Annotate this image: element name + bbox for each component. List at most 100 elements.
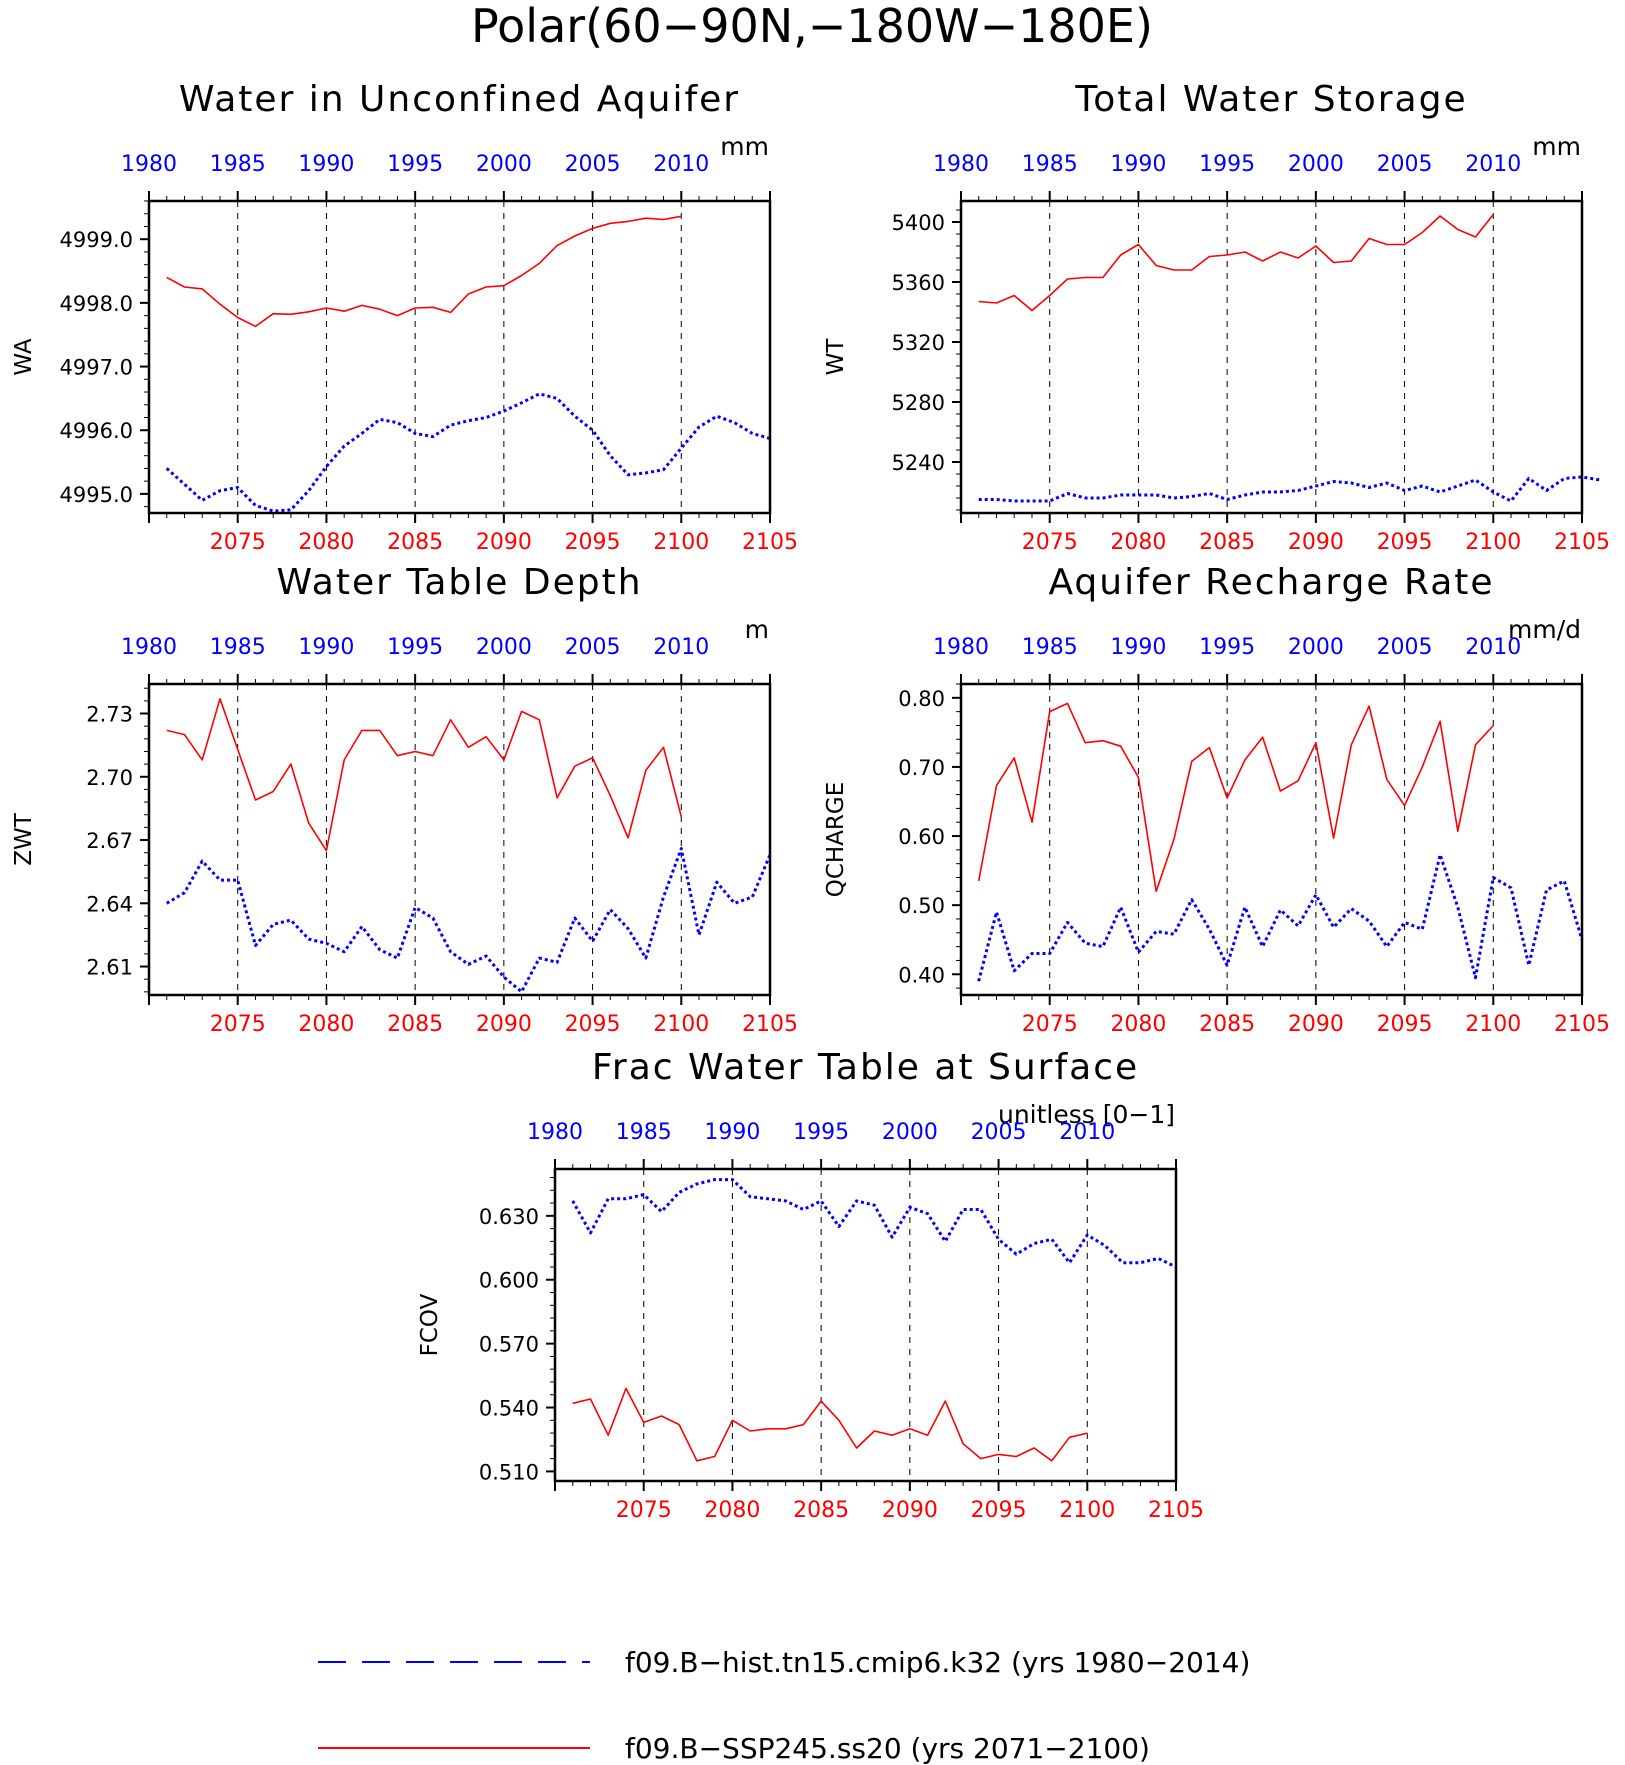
x-tick-label-bottom: 2085 [387, 1012, 443, 1037]
x-tick-label-top: 1980 [121, 635, 177, 660]
y-tick-label: 0.70 [898, 756, 945, 780]
x-tick-label-top: 2010 [1465, 635, 1521, 660]
x-tick-label-top: 2010 [653, 635, 709, 660]
units-label: unitless [0−1] [998, 1100, 1175, 1129]
x-tick-label-bottom: 2105 [1148, 1498, 1204, 1523]
panel-title: Water Table Depth [276, 562, 642, 603]
x-tick-label-top: 1995 [793, 1120, 849, 1145]
x-tick-label-top: 2000 [882, 1120, 938, 1145]
y-tick-label: 2.64 [86, 892, 133, 916]
x-tick-label-top: 2005 [565, 635, 621, 660]
units-label: mm/d [1508, 615, 1581, 644]
x-tick-label-top: 1985 [1022, 152, 1078, 177]
x-tick-label-top: 1995 [387, 152, 443, 177]
y-tick-label: 0.570 [479, 1333, 539, 1357]
y-tick-label: 0.50 [898, 894, 945, 918]
y-tick-label: 2.67 [86, 829, 133, 853]
y-tick-label: 4997.0 [60, 356, 133, 380]
x-tick-label-bottom: 2095 [971, 1498, 1027, 1523]
panel-aquifer-recharge-rate: Aquifer Recharge Rate mm/d QCHARGE 0.40 0.50… [823, 562, 1610, 1037]
x-tick-label-top: 1980 [121, 152, 177, 177]
x-tick-label-top: 1995 [387, 635, 443, 660]
x-tick-label-top: 1990 [298, 152, 354, 177]
x-tick-label-top: 2010 [1465, 152, 1521, 177]
y-tick-label: 4995.0 [60, 483, 133, 507]
x-tick-label-top: 1980 [527, 1120, 583, 1145]
x-tick-label-bottom: 2080 [1110, 530, 1166, 555]
series-line-hist [977, 853, 1584, 982]
legend-label-ssp: f09.B−SSP245.ss20 (yrs 2071−2100) [625, 1732, 1150, 1765]
panel-total-water-storage: Total Water Storage mm WT 5240 5280 5320 5360 5… [823, 79, 1610, 555]
plot-frame [147, 199, 772, 515]
y-tick-label: 0.540 [479, 1397, 539, 1421]
plot-frame [959, 199, 1584, 515]
figure-title: Polar(60−90N,−180W−180E) [471, 0, 1153, 53]
x-tick-label-bottom: 2105 [742, 1012, 798, 1037]
x-tick-label-bottom: 2100 [653, 530, 709, 555]
x-tick-label-top: 1980 [933, 152, 989, 177]
x-tick-label-bottom: 2100 [1465, 530, 1521, 555]
y-tick-label: 0.630 [479, 1205, 539, 1229]
plot-frame [553, 1167, 1178, 1483]
units-label: mm [1532, 132, 1581, 161]
y-tick-label: 5360 [892, 271, 945, 295]
x-tick-label-top: 2000 [1288, 152, 1344, 177]
y-tick-label: 5280 [892, 391, 945, 415]
x-tick-label-top: 2010 [1059, 1120, 1115, 1145]
x-tick-label-bottom: 2075 [210, 530, 266, 555]
x-tick-label-bottom: 2100 [1059, 1498, 1115, 1523]
y-tick-label: 0.80 [898, 687, 945, 711]
x-tick-label-bottom: 2095 [565, 1012, 621, 1037]
x-tick-label-top: 1990 [1110, 635, 1166, 660]
panel-water-table-depth: Water Table Depth m ZWT 2.61 2.64 2.67 2.70 2.7… [11, 562, 798, 1037]
x-tick-label-top: 1990 [1110, 152, 1166, 177]
x-tick-label-bottom: 2080 [704, 1498, 760, 1523]
series-line-hist [165, 847, 772, 994]
y-tick-label: 5240 [892, 451, 945, 475]
x-tick-label-bottom: 2100 [653, 1012, 709, 1037]
x-tick-label-top: 1980 [933, 635, 989, 660]
x-tick-label-top: 2000 [1288, 635, 1344, 660]
units-label: m [745, 615, 769, 644]
series-line-ssp [978, 214, 1494, 312]
x-tick-label-top: 2010 [653, 152, 709, 177]
series-line-hist [978, 475, 1600, 503]
y-axis-label: FCOV [417, 1293, 443, 1356]
x-tick-label-top: 2005 [1377, 635, 1433, 660]
panel-frac-water-table-at-surface: Frac Water Table at Surface unitless [0−1… [417, 1047, 1204, 1523]
x-tick-label-top: 1995 [1199, 152, 1255, 177]
x-tick-label-bottom: 2090 [1288, 530, 1344, 555]
x-tick-label-bottom: 2095 [1377, 1012, 1433, 1037]
y-axis-label: QCHARGE [823, 782, 849, 898]
x-tick-label-bottom: 2075 [210, 1012, 266, 1037]
x-tick-label-bottom: 2075 [1022, 1012, 1078, 1037]
y-axis-label: WA [11, 338, 37, 375]
y-tick-label: 2.61 [86, 956, 133, 980]
y-tick-label: 4998.0 [60, 292, 133, 316]
x-tick-label-bottom: 2090 [476, 1012, 532, 1037]
x-tick-label-top: 1995 [1199, 635, 1255, 660]
x-tick-label-top: 2005 [565, 152, 621, 177]
series-line-ssp [166, 697, 683, 852]
y-tick-label: 0.40 [898, 963, 945, 987]
x-tick-label-bottom: 2090 [882, 1498, 938, 1523]
x-tick-label-bottom: 2095 [565, 530, 621, 555]
x-tick-label-bottom: 2080 [1110, 1012, 1166, 1037]
panel-title: Frac Water Table at Surface [592, 1047, 1139, 1088]
legend: f09.B−hist.tn15.cmip6.k32 (yrs 1980−2014… [318, 1646, 1250, 1765]
x-tick-label-bottom: 2085 [1199, 1012, 1255, 1037]
x-tick-label-top: 1990 [704, 1120, 760, 1145]
plot-frame [147, 682, 772, 997]
x-tick-label-bottom: 2105 [742, 530, 798, 555]
x-tick-label-bottom: 2085 [387, 530, 443, 555]
x-tick-label-top: 1985 [210, 152, 266, 177]
plot-frame [959, 682, 1584, 997]
x-tick-label-top: 2005 [971, 1120, 1027, 1145]
y-tick-label: 4999.0 [60, 228, 133, 252]
y-tick-label: 5320 [892, 331, 945, 355]
legend-label-hist: f09.B−hist.tn15.cmip6.k32 (yrs 1980−2014… [625, 1646, 1250, 1679]
series-line-ssp [572, 1387, 1088, 1462]
x-tick-label-top: 1985 [210, 635, 266, 660]
y-tick-label: 0.510 [479, 1460, 539, 1484]
